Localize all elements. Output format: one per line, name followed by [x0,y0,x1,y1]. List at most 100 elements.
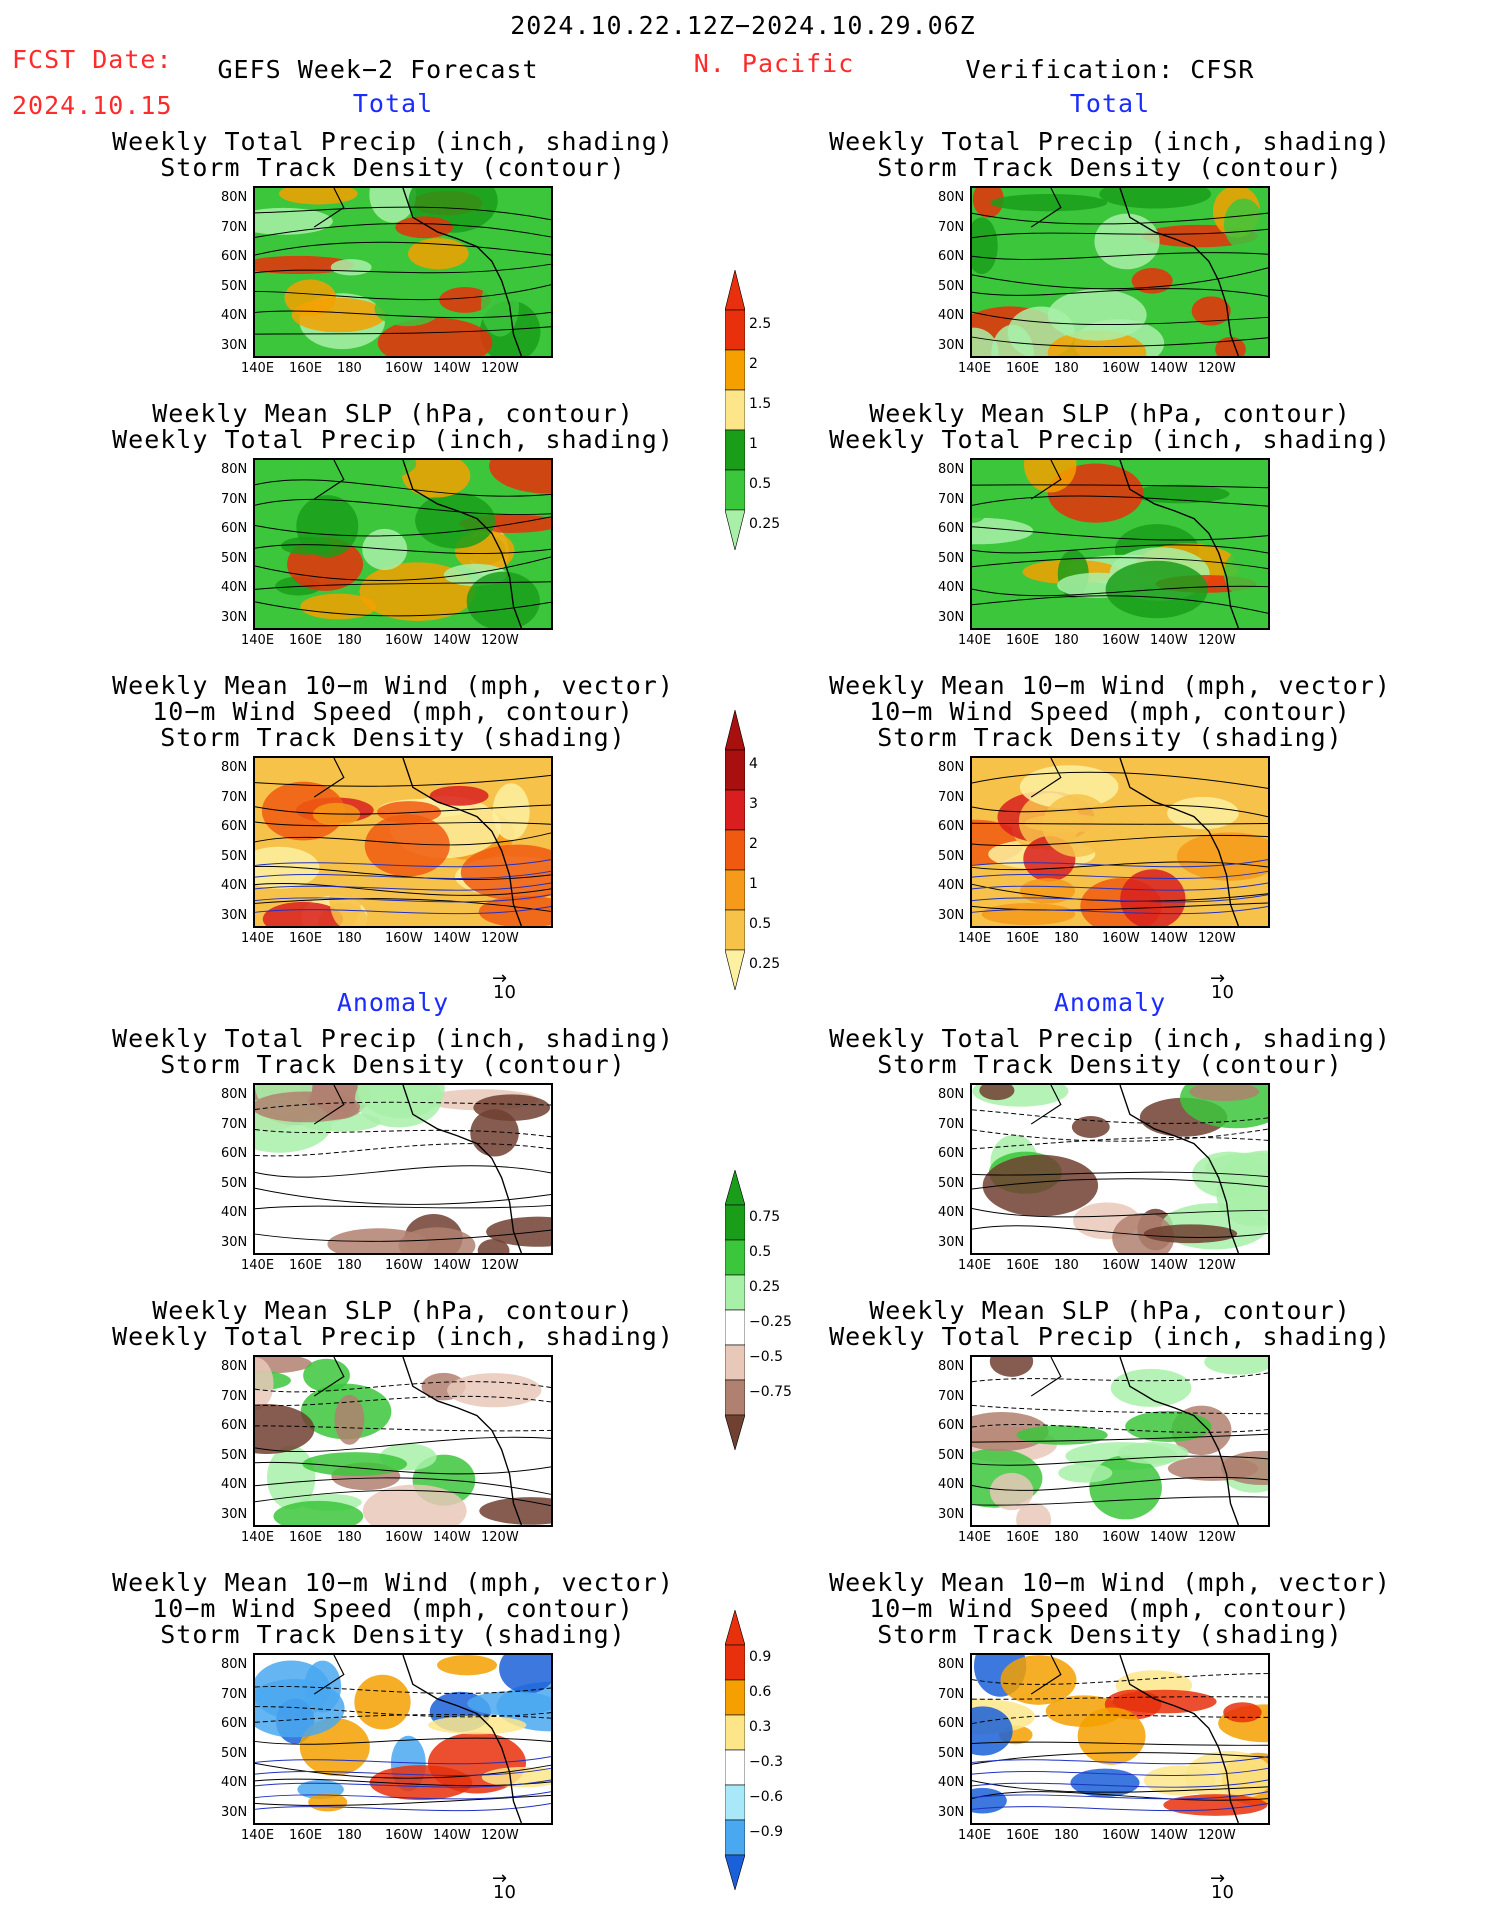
lat-tick-label: 70N [938,1687,965,1702]
lon-tick-label: 140W [1150,1530,1188,1545]
lon-tick-label: 180 [337,931,362,946]
panel-title-line: Weekly Mean 10−m Wind (mph, vector) [829,671,1391,700]
lon-tick-label: 160W [385,361,423,376]
lat-tick-label: 30N [221,1507,248,1522]
lon-tick-label: 160W [385,931,423,946]
map-panel-cfsr-6 [970,1653,1270,1825]
right-column-title: Verification: CFSR [965,55,1255,84]
lon-tick-label: 160E [289,1530,323,1545]
lat-tick-label: 80N [221,1359,248,1374]
vector-reference-label: 10 [493,982,516,1003]
lat-tick-label: 70N [938,492,965,507]
map-panel-gefs-6 [253,1653,553,1825]
lon-tick-label: 120W [1198,361,1236,376]
lon-tick-label: 140E [958,633,992,648]
lat-tick-label: 70N [938,1389,965,1404]
track-anomaly-colorbar [724,1608,746,1894]
lon-tick-label: 180 [337,361,362,376]
vector-reference-label: 10 [1211,982,1234,1003]
lat-tick-label: 40N [221,1205,248,1220]
colorbar-tick-label: −0.6 [749,1789,783,1805]
panel-title-line: 10−m Wind Speed (mph, contour) [152,697,634,726]
map-panel-gefs-5 [253,1355,553,1527]
colorbar-tick-label: 2.5 [749,316,772,332]
panel-title-line: Storm Track Density (shading) [160,1620,626,1649]
lon-tick-label: 160E [289,1828,323,1843]
lat-tick-label: 60N [938,521,965,536]
colorbar-tick-label: 1.5 [749,396,772,412]
lon-tick-label: 140E [958,1530,992,1545]
lon-tick-label: 160W [1102,633,1140,648]
vector-reference-arrow: → [1210,968,1226,989]
vector-reference-label: 10 [493,1882,516,1903]
lon-tick-label: 140W [433,361,471,376]
vector-reference-arrow: → [1210,1868,1226,1889]
panel-title-line: Weekly Total Precip (inch, shading) [112,1024,674,1053]
map-panel-gefs-3 [253,756,553,928]
lat-tick-label: 70N [938,1117,965,1132]
lon-tick-label: 160E [1006,1530,1040,1545]
colorbar-tick-label: 1 [749,876,758,892]
lon-tick-label: 160W [1102,361,1140,376]
lon-tick-label: 120W [1198,633,1236,648]
lat-tick-label: 30N [938,1805,965,1820]
lon-tick-label: 120W [1198,1258,1236,1273]
lon-tick-label: 140E [958,931,992,946]
lon-tick-label: 140W [1150,1258,1188,1273]
lat-tick-label: 50N [938,1176,965,1191]
lat-tick-label: 30N [221,338,248,353]
lon-tick-label: 120W [481,1258,519,1273]
panel-title-line: Weekly Mean 10−m Wind (mph, vector) [112,1568,674,1597]
colorbar-tick-label: 2 [749,836,758,852]
panel-title-line: Weekly Total Precip (inch, shading) [112,127,674,156]
lat-tick-label: 70N [221,1117,248,1132]
lat-tick-label: 80N [938,760,965,775]
lon-tick-label: 140E [241,1258,275,1273]
lon-tick-label: 140E [241,1828,275,1843]
lon-tick-label: 140E [241,361,275,376]
lat-tick-label: 60N [938,819,965,834]
lon-tick-label: 140W [1150,931,1188,946]
colorbar-tick-label: 0.25 [749,516,781,532]
lon-tick-label: 140W [1150,1828,1188,1843]
precip-colorbar [724,269,746,554]
colorbar-tick-label: 0.75 [749,1209,781,1225]
panel-title-line: 10−m Wind Speed (mph, contour) [869,697,1351,726]
lon-tick-label: 140W [1150,633,1188,648]
lat-tick-label: 70N [938,790,965,805]
lat-tick-label: 60N [938,249,965,264]
lon-tick-label: 140E [958,361,992,376]
colorbar-tick-label: −0.3 [749,1754,783,1770]
panel-title-line: 10−m Wind Speed (mph, contour) [869,1594,1351,1623]
panel-title-line: Storm Track Density (contour) [160,153,626,182]
lat-tick-label: 40N [938,1477,965,1492]
vector-reference-arrow: → [492,968,508,989]
panel-title-line: Storm Track Density (shading) [877,1620,1343,1649]
vector-reference-arrow: → [492,1868,508,1889]
lat-tick-label: 80N [938,1359,965,1374]
lat-tick-label: 70N [221,492,248,507]
lat-tick-label: 30N [221,610,248,625]
map-panel-cfsr-3 [970,756,1270,928]
lat-tick-label: 50N [221,1448,248,1463]
panel-title-line: Weekly Mean 10−m Wind (mph, vector) [829,1568,1391,1597]
lat-tick-label: 50N [221,1176,248,1191]
lon-tick-label: 160E [1006,633,1040,648]
lon-tick-label: 160E [289,361,323,376]
lon-tick-label: 180 [1054,1530,1079,1545]
lat-tick-label: 80N [938,462,965,477]
lon-tick-label: 180 [1054,633,1079,648]
lat-tick-label: 60N [938,1418,965,1433]
panel-title-line: Weekly Total Precip (inch, shading) [829,127,1391,156]
colorbar-tick-label: 0.25 [749,1279,781,1295]
lat-tick-label: 80N [221,1657,248,1672]
lat-tick-label: 70N [221,1687,248,1702]
panel-title-line: Storm Track Density (shading) [877,723,1343,752]
lon-tick-label: 180 [1054,1258,1079,1273]
lat-tick-label: 60N [221,1418,248,1433]
colorbar-tick-label: 0.6 [749,1684,772,1700]
lat-tick-label: 50N [938,279,965,294]
lon-tick-label: 120W [481,1828,519,1843]
left-anomaly-label: Anomaly [336,988,450,1017]
lon-tick-label: 160W [385,633,423,648]
